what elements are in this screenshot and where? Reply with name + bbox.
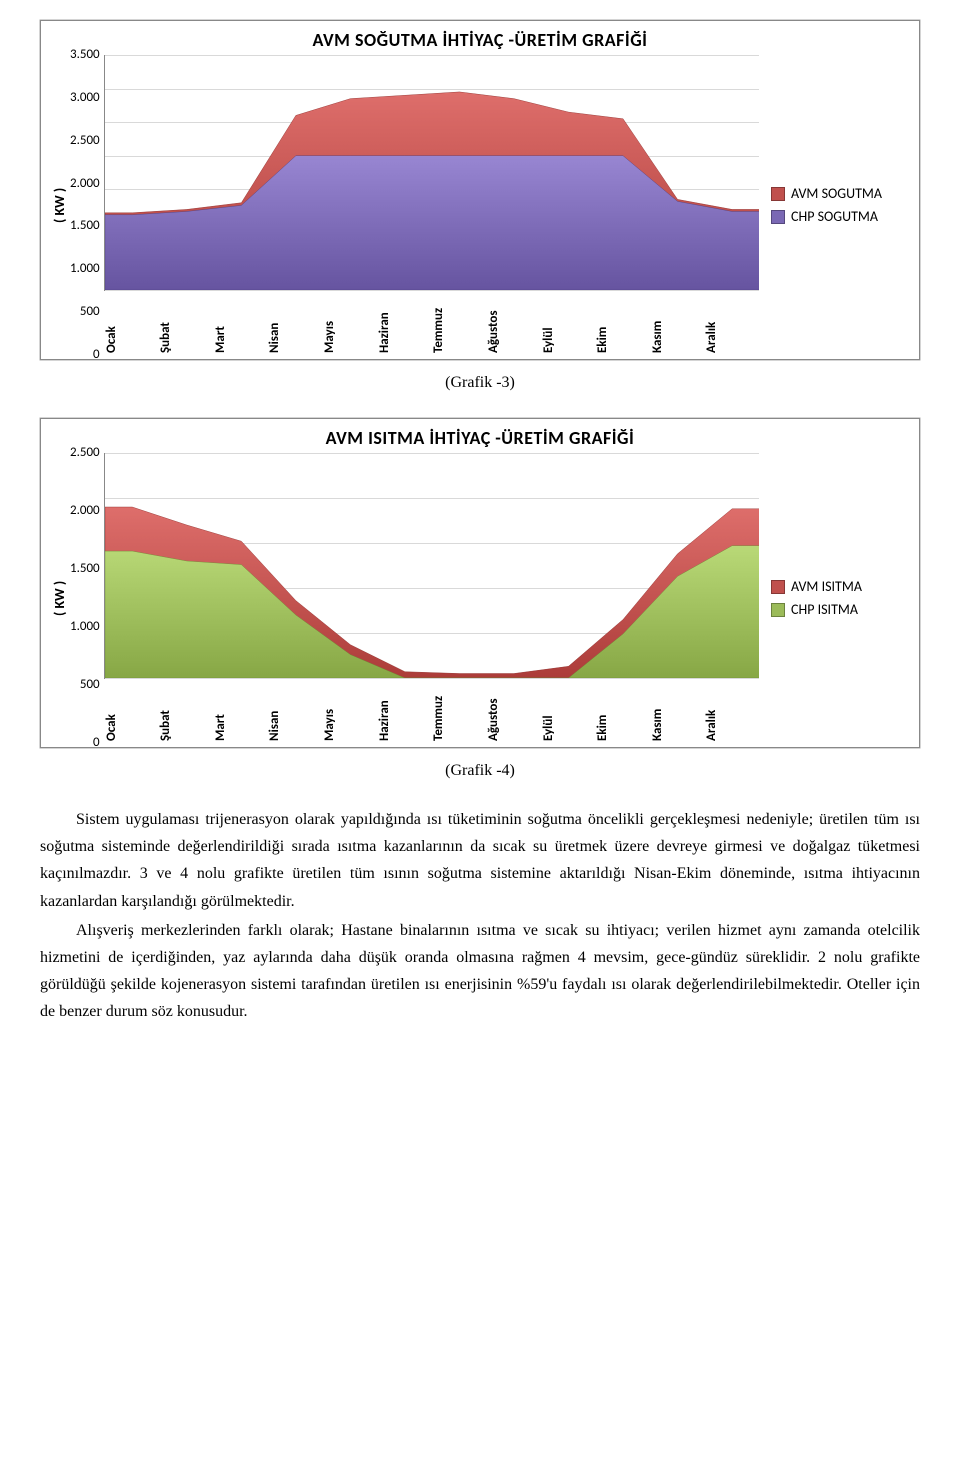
legend: AVM SOGUTMA CHP SOGUTMA xyxy=(759,55,911,355)
x-axis: OcakŞubatMartNisanMayısHaziranTemmuzAğus… xyxy=(104,681,759,743)
x-tick: Haziran xyxy=(377,293,432,355)
plot-area xyxy=(104,453,759,679)
legend: AVM ISITMA CHP ISITMA xyxy=(759,453,911,743)
legend-swatch xyxy=(771,603,785,617)
chart-caption: (Grafik -3) xyxy=(40,374,920,392)
x-tick: Ağustos xyxy=(486,681,541,743)
legend-item: CHP ISITMA xyxy=(771,601,911,618)
series-area xyxy=(105,546,759,678)
legend-label: CHP SOGUTMA xyxy=(791,208,878,225)
x-tick: Mayıs xyxy=(322,681,377,743)
x-tick: Temmuz xyxy=(431,681,486,743)
x-tick: Nisan xyxy=(267,681,322,743)
chart-title: AVM ISITMA İHTİYAÇ -ÜRETİM GRAFİĞİ xyxy=(49,427,911,449)
x-tick: Mart xyxy=(213,293,268,355)
x-tick: Ağustos xyxy=(486,293,541,355)
y-axis: 3.5003.0002.5002.0001.5001.0005000 xyxy=(70,55,104,355)
x-tick: Haziran xyxy=(377,681,432,743)
y-axis: 2.5002.0001.5001.0005000 xyxy=(70,453,104,743)
x-tick: Ocak xyxy=(104,681,159,743)
cooling-chart: AVM SOĞUTMA İHTİYAÇ -ÜRETİM GRAFİĞİ ( KW… xyxy=(40,20,920,360)
legend-label: AVM SOGUTMA xyxy=(791,185,882,202)
x-tick: Kasım xyxy=(650,681,705,743)
legend-item: AVM ISITMA xyxy=(771,578,911,595)
x-axis: OcakŞubatMartNisanMayısHaziranTemmuzAğus… xyxy=(104,293,759,355)
legend-item: AVM SOGUTMA xyxy=(771,185,911,202)
x-tick: Eylül xyxy=(541,681,596,743)
x-tick: Şubat xyxy=(158,293,213,355)
plot-area xyxy=(104,55,759,291)
x-tick: Aralık xyxy=(704,681,759,743)
x-tick: Kasım xyxy=(650,293,705,355)
x-tick: Mayıs xyxy=(322,293,377,355)
x-tick: Şubat xyxy=(158,681,213,743)
legend-label: AVM ISITMA xyxy=(791,578,862,595)
chart-title: AVM SOĞUTMA İHTİYAÇ -ÜRETİM GRAFİĞİ xyxy=(49,29,911,51)
chart-caption: (Grafik -4) xyxy=(40,762,920,780)
y-axis-label: ( KW ) xyxy=(49,453,70,743)
heating-chart: AVM ISITMA İHTİYAÇ -ÜRETİM GRAFİĞİ ( KW … xyxy=(40,418,920,748)
x-tick: Ekim xyxy=(595,293,650,355)
legend-label: CHP ISITMA xyxy=(791,601,858,618)
x-tick: Nisan xyxy=(267,293,322,355)
x-tick: Temmuz xyxy=(431,293,486,355)
x-tick: Ocak xyxy=(104,293,159,355)
y-axis-label: ( KW ) xyxy=(49,55,70,355)
legend-item: CHP SOGUTMA xyxy=(771,208,911,225)
x-tick: Mart xyxy=(213,681,268,743)
legend-swatch xyxy=(771,580,785,594)
body-text: Sistem uygulaması trijenerasyon olarak y… xyxy=(40,806,920,1026)
paragraph: Alışveriş merkezlerinden farklı olarak; … xyxy=(40,917,920,1026)
legend-swatch xyxy=(771,187,785,201)
paragraph: Sistem uygulaması trijenerasyon olarak y… xyxy=(40,806,920,915)
x-tick: Ekim xyxy=(595,681,650,743)
x-tick: Aralık xyxy=(704,293,759,355)
x-tick: Eylül xyxy=(541,293,596,355)
legend-swatch xyxy=(771,210,785,224)
